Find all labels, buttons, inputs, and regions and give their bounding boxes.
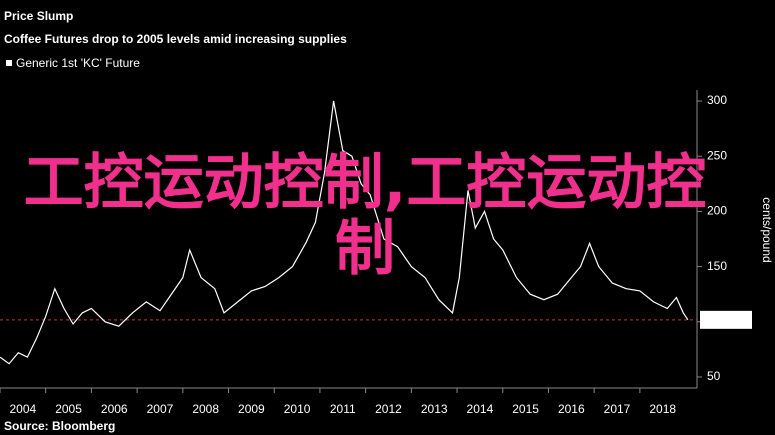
- chart-title: Price Slump: [4, 9, 73, 23]
- legend-label: Generic 1st 'KC' Future: [16, 56, 140, 70]
- overlay-text: 工控运动控制,工控运动控制: [23, 148, 707, 284]
- chart-subtitle: Coffee Futures drop to 2005 levels amid …: [4, 32, 347, 46]
- x-tick-label: 2004: [10, 402, 37, 416]
- x-tick-label: 2008: [192, 402, 219, 416]
- x-tick-label: 2007: [147, 402, 174, 416]
- x-tick-label: 2018: [649, 402, 676, 416]
- x-tick-label: 2005: [55, 402, 82, 416]
- x-tick-label: 2012: [375, 402, 402, 416]
- y-tick-label: 300: [707, 93, 727, 107]
- x-tick-label: 2013: [421, 402, 448, 416]
- y-tick-label: 200: [707, 204, 727, 218]
- x-tick-label: 2009: [238, 402, 265, 416]
- source: Source: Bloomberg: [4, 419, 115, 433]
- series-line: [0, 100, 689, 365]
- x-tick-label: 2015: [512, 402, 539, 416]
- y-tick-label: 150: [707, 259, 727, 273]
- y-tick-label: 50: [707, 369, 721, 383]
- x-tick-label: 2006: [101, 402, 128, 416]
- y-tick-label: 250: [707, 148, 727, 162]
- legend-swatch: [6, 60, 12, 66]
- x-tick-label: 2014: [467, 402, 494, 416]
- x-tick-label: 2016: [558, 402, 585, 416]
- last-value-label: 101.75: [708, 313, 745, 327]
- x-tick-label: 2011: [330, 402, 356, 416]
- y-axis-label: cents/pound: [760, 197, 774, 262]
- x-tick-label: 2017: [604, 402, 631, 416]
- x-tick-label: 2010: [284, 402, 311, 416]
- last-value-box: [700, 310, 752, 329]
